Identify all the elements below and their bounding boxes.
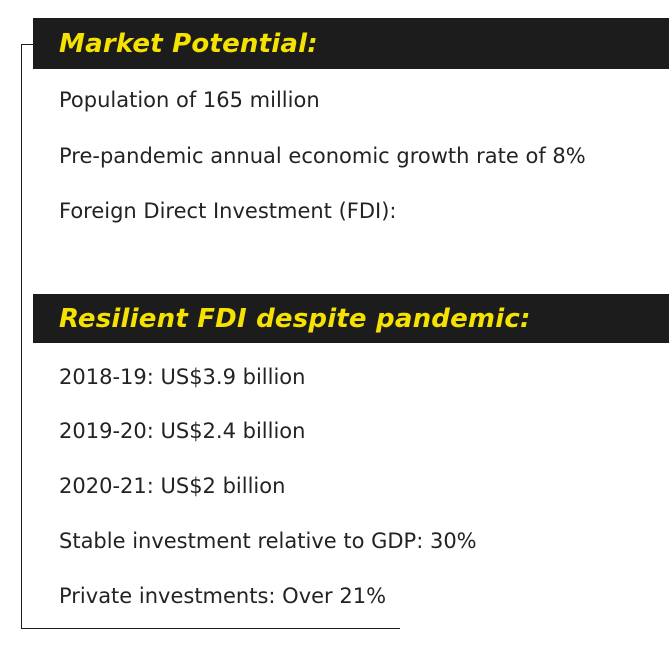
market-item-growth-rate: Pre-pandemic annual economic growth rate… xyxy=(59,144,586,168)
resilient-fdi-header: Resilient FDI despite pandemic: xyxy=(33,294,669,343)
market-item-population: Population of 165 million xyxy=(59,88,320,112)
fdi-item-2020-21: 2020-21: US$2 billion xyxy=(59,474,286,498)
market-potential-title: Market Potential: xyxy=(59,28,318,59)
fdi-item-stable-investment: Stable investment relative to GDP: 30% xyxy=(59,529,477,553)
market-item-fdi: Foreign Direct Investment (FDI): xyxy=(59,199,397,223)
resilient-fdi-title: Resilient FDI despite pandemic: xyxy=(59,303,531,334)
fdi-item-private-investments: Private investments: Over 21% xyxy=(59,584,387,608)
fdi-item-2018-19: 2018-19: US$3.9 billion xyxy=(59,365,306,389)
bracket-bottom-line xyxy=(21,628,400,629)
bracket-top-tick xyxy=(21,44,35,45)
market-potential-header: Market Potential: xyxy=(33,18,669,69)
fdi-item-2019-20: 2019-20: US$2.4 billion xyxy=(59,419,306,443)
bracket-vertical-line xyxy=(21,44,22,629)
